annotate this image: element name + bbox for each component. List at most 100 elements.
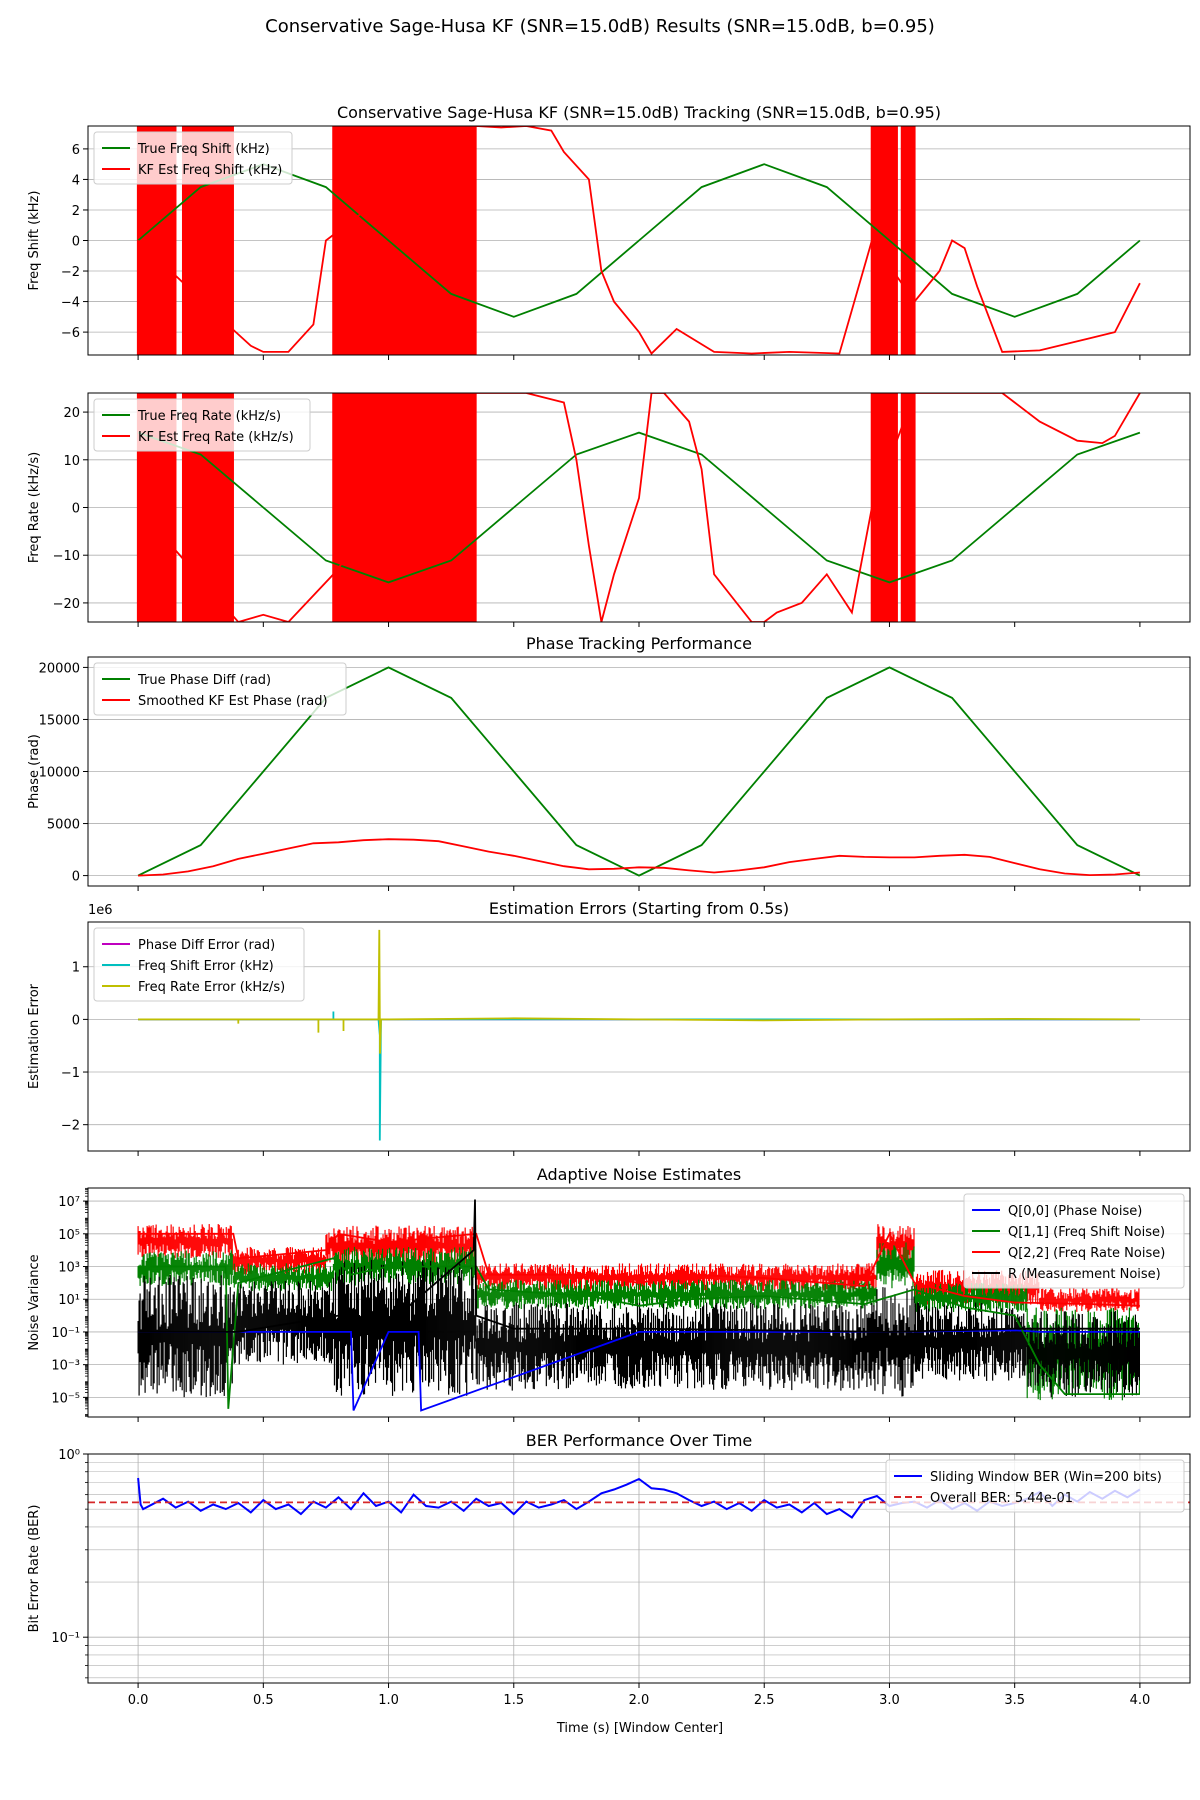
y-tick-label: 10⁰ [58,1448,80,1463]
x-tick-label: 3.0 [879,1693,900,1708]
y-tick-label: 0 [72,502,80,517]
series-line-freq_shift-1 [137,126,1141,355]
x-tick-label: 2.5 [754,1693,775,1708]
y-axis-label: Noise Variance [27,1254,42,1350]
legend-label: Freq Rate Error (kHz/s) [138,980,285,995]
plot-area-errors [138,929,1140,1141]
y-axis-label: Freq Shift (kHz) [27,191,42,291]
shared-x-axis-label: Time (s) [Window Center] [556,1721,723,1736]
legend-freq_shift: True Freq Shift (kHz) KF Est Freq Shift (… [93,131,293,185]
subplot-errors: −2 −1 0 1 Estimation Errors (Starting from 0… [27,899,1191,1156]
legend-label: True Freq Shift (kHz) [137,142,270,157]
legend-frame [885,1459,1185,1513]
x-tick-label: 1.0 [378,1693,399,1708]
legend-label: Q[2,2] (Freq Rate Noise) [1008,1246,1165,1261]
y-tick-label: −2 [61,1119,80,1134]
y-tick-label: −10 [53,549,80,564]
subplot-title: Estimation Errors (Starting from 0.5s) [489,899,789,918]
x-tick-label: 1.5 [503,1693,524,1708]
y-tick-label: 6 [72,143,80,158]
x-tick-label: 0.0 [128,1693,149,1708]
legend-label: Overall BER: 5.44e-01 [930,1491,1073,1506]
y-tick-label: 10⁷ [58,1195,80,1210]
series-line-freq_shift-0 [137,163,1141,318]
y-tick-label: 0 [72,235,80,250]
y-tick-label: 15000 [39,713,80,728]
legend-label: KF Est Freq Shift (kHz) [138,163,282,178]
y-tick-label: 10⁻⁵ [51,1391,80,1406]
x-tick-label: 0.5 [253,1693,274,1708]
y-tick-label: 0 [72,1013,80,1028]
y-tick-label: 10 [63,454,80,469]
subplot-title: BER Performance Over Time [526,1431,753,1450]
y-tick-label: 10⁵ [58,1228,80,1243]
legend-label: True Phase Diff (rad) [137,673,271,688]
x-tick-label: 2.0 [629,1693,650,1708]
y-tick-label: −20 [53,597,80,612]
plot-area-phase [137,666,1141,877]
y-tick-label: 10⁻¹ [51,1631,80,1646]
legend-noise: Q[0,0] (Phase Noise) Q[1,1] (Freq Shift N… [963,1193,1185,1289]
subplot-phase: 0 5000 10000 15000 20000 Phase Tracking Perfo… [27,634,1191,891]
legend-frame [963,1193,1185,1289]
legend-label: Q[1,1] (Freq Shift Noise) [1008,1225,1165,1240]
subplot-title: Phase Tracking Performance [526,634,752,653]
subplot-ber: 10⁻¹ 10⁰ BER Performance Over Time Bit Erro… [27,1431,1191,1708]
y-offset-text: 1e6 [88,903,113,918]
grid-freq_rate [88,411,1190,604]
series-line-noise-0 [138,1329,1140,1412]
legend-ber: Sliding Window BER (Win=200 bits) Overall… [885,1459,1185,1513]
legend-phase: True Phase Diff (rad) Smoothed KF Est Pha… [93,662,347,716]
legend-label: Smoothed KF Est Phase (rad) [138,694,328,709]
legend-label: Sliding Window BER (Win=200 bits) [930,1470,1162,1485]
series-line-freq_rate-1 [137,393,1141,622]
series-line-noise-3 [138,1199,1140,1333]
legend-label: R (Measurement Noise) [1008,1267,1161,1282]
series-line-errors-1 [138,1011,1140,1141]
series-line-phase-1 [138,838,1140,877]
y-tick-label: 5000 [47,818,80,833]
series-line-noise-1 [138,1257,1140,1409]
y-tick-label: 0 [72,870,80,885]
legend-frame [93,927,305,1002]
y-axis-label: Bit Error Rate (BER) [27,1505,42,1633]
y-tick-label: 20000 [39,661,80,676]
y-tick-label: 10000 [39,766,80,781]
x-tick-label: 4.0 [1130,1693,1151,1708]
x-tick-label: 3.5 [1004,1693,1025,1708]
y-tick-label: 10³ [58,1261,80,1276]
y-axis-label: Phase (rad) [27,734,42,809]
y-tick-label: 10⁻³ [51,1359,80,1374]
series-line-errors-2 [138,929,1140,1054]
y-tick-label: 20 [63,406,80,421]
plot-area-freq_rate [136,393,1141,622]
y-tick-label: 10¹ [58,1293,80,1308]
legend-label: Q[0,0] (Phase Noise) [1008,1204,1142,1219]
subplot-title: Conservative Sage-Husa KF (SNR=15.0dB) T… [337,103,941,122]
subplot-title: Adaptive Noise Estimates [537,1165,741,1184]
legend-frame [93,398,311,452]
y-tick-label: −6 [61,326,80,341]
y-axis-label: Freq Rate (kHz/s) [27,452,42,563]
legend-freq_rate: True Freq Rate (kHz/s) KF Est Freq Rate (… [93,398,311,452]
legend-frame [93,131,293,185]
subplot-noise: 10⁻⁵ 10⁻³ 10⁻¹ 10¹ 10³ 10⁵ 10⁷ Adaptive Noise E… [27,1165,1191,1422]
legend-label: Phase Diff Error (rad) [138,938,275,953]
y-tick-label: −1 [61,1066,80,1081]
legend-errors: Phase Diff Error (rad) Freq Shift Error (… [93,927,305,1002]
subplot-freq_shift: −6 −4 −2 0 2 4 6 Conservative Sage-Husa KF (SNR… [27,103,1191,360]
legend-label: True Freq Rate (kHz/s) [137,409,281,424]
y-tick-label: 10⁻¹ [51,1326,80,1341]
series-line-freq_rate-0 [137,431,1141,584]
series-line-phase-0 [137,666,1141,877]
y-tick-label: −2 [61,265,80,280]
y-axis-label: Estimation Error [27,983,42,1089]
y-tick-label: 4 [72,173,80,188]
y-tick-label: 2 [72,204,80,219]
y-tick-label: 1 [72,961,80,976]
plot-area-noise [137,1199,1141,1412]
subplot-freq_rate: −20 −10 0 10 20 Freq Rate (kHz/s) True Freq Ra… [27,392,1191,627]
legend-label: Freq Shift Error (kHz) [138,959,274,974]
